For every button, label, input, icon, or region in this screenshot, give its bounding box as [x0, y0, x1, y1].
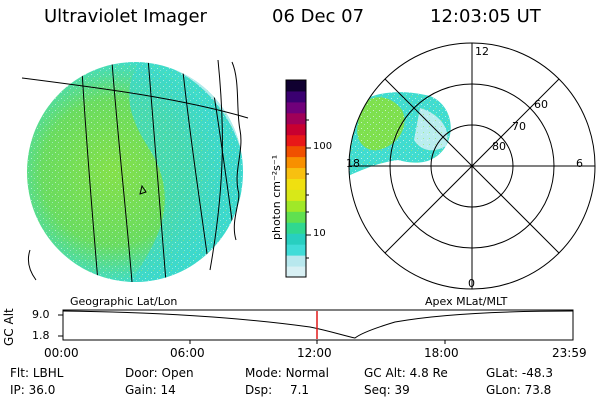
- colorbar-segment: [286, 156, 306, 169]
- gc-alt-label: GC Alt:: [364, 366, 406, 380]
- gain-value: 14: [160, 383, 176, 397]
- dsp-label: Dsp:: [245, 383, 273, 397]
- timeline-xtick-1800: 18:00: [424, 346, 459, 360]
- colorbar-tick-100-label: 100: [313, 141, 333, 152]
- mlt-label-12: 12: [475, 45, 489, 58]
- mode-label: Mode:: [245, 366, 282, 380]
- colorbar-segment: [286, 80, 306, 92]
- seq-label: Seq:: [364, 383, 391, 397]
- mode-field: Mode: Normal: [245, 366, 329, 380]
- colorbar-segment: [286, 200, 306, 212]
- timeline-y-axis-label: GC Alt: [2, 308, 16, 346]
- mlt-label-18: 18: [346, 157, 360, 170]
- ip-label: IP:: [10, 383, 25, 397]
- instrument-title: Ultraviolet Imager: [44, 6, 207, 27]
- right-projection-label: Apex MLat/MLT: [425, 295, 508, 308]
- filter-value: LBHL: [32, 366, 64, 380]
- filter-field: Flt: LBHL: [10, 366, 63, 380]
- colorbar-frame: [285, 79, 307, 278]
- lat-label-80: 80: [492, 140, 506, 153]
- seq-value: 39: [394, 383, 410, 397]
- timeline-xtick-1200: 12:00: [297, 346, 332, 360]
- timeline-plot: [58, 309, 574, 344]
- colorbar-segment: [286, 167, 306, 179]
- timeline-ytick-high: 9.0: [32, 308, 50, 321]
- glat-label: GLat:: [486, 366, 519, 380]
- date-label: 06 Dec 07: [272, 6, 365, 27]
- colorbar-segment: [286, 145, 306, 158]
- gc-alt-value: 4.8 Re: [409, 366, 448, 380]
- colorbar-segment: [286, 255, 306, 267]
- colorbar-segment: [286, 244, 306, 256]
- seq-field: Seq: 39: [364, 383, 410, 397]
- colorbar-tick-10-label: 10: [313, 228, 326, 239]
- timeline-ytick-low: 1.8: [32, 329, 50, 342]
- right-polar-plot: [348, 42, 596, 290]
- glat-field: GLat: -48.3: [486, 366, 553, 380]
- colorbar-segment: [286, 90, 306, 103]
- gain-label: Gain:: [125, 383, 157, 397]
- lat-label-70: 70: [512, 120, 526, 133]
- door-value: Open: [161, 366, 194, 380]
- colorbar-segment: [286, 222, 306, 234]
- gc-alt-field: GC Alt: 4.8 Re: [364, 366, 448, 380]
- colorbar-segment: [286, 123, 306, 136]
- colorbar: [286, 80, 306, 278]
- colorbar-segment: [286, 134, 306, 147]
- colorbar-segment: [286, 266, 306, 278]
- time-label: 12:03:05 UT: [430, 6, 541, 27]
- left-projection-label: Geographic Lat/Lon: [70, 295, 178, 308]
- colorbar-segment: [286, 233, 306, 245]
- dsp-value: 7.1: [289, 383, 310, 397]
- door-field: Door: Open: [125, 366, 194, 380]
- timeline-xtick-2359: 23:59: [552, 346, 587, 360]
- ip-value: 36.0: [28, 383, 56, 397]
- glon-label: GLon:: [486, 383, 521, 397]
- glon-value: 73.8: [524, 383, 552, 397]
- colorbar-segment: [286, 101, 306, 114]
- filter-label: Flt:: [10, 366, 29, 380]
- colorbar-segment: [286, 211, 306, 223]
- timeline-xtick-0600: 06:00: [170, 346, 205, 360]
- door-label: Door:: [125, 366, 158, 380]
- mode-value: Normal: [285, 366, 329, 380]
- timeline-xtick-0000: 00:00: [44, 346, 79, 360]
- colorbar-unit-label: photon cm⁻²s⁻¹: [270, 154, 283, 240]
- colorbar-segment: [286, 178, 306, 190]
- dsp-field: Dsp: 7.1: [245, 383, 309, 397]
- left-imager-disk: [21, 59, 249, 282]
- colorbar-segment: [286, 189, 306, 201]
- colorbar-segment: [286, 112, 306, 125]
- lat-label-60: 60: [534, 98, 548, 111]
- mlt-label-0: 0: [468, 277, 475, 290]
- ip-field: IP: 36.0: [10, 383, 55, 397]
- mlt-label-6: 6: [576, 157, 583, 170]
- glat-value: -48.3: [521, 366, 553, 380]
- glon-field: GLon: 73.8: [486, 383, 551, 397]
- gain-field: Gain: 14: [125, 383, 176, 397]
